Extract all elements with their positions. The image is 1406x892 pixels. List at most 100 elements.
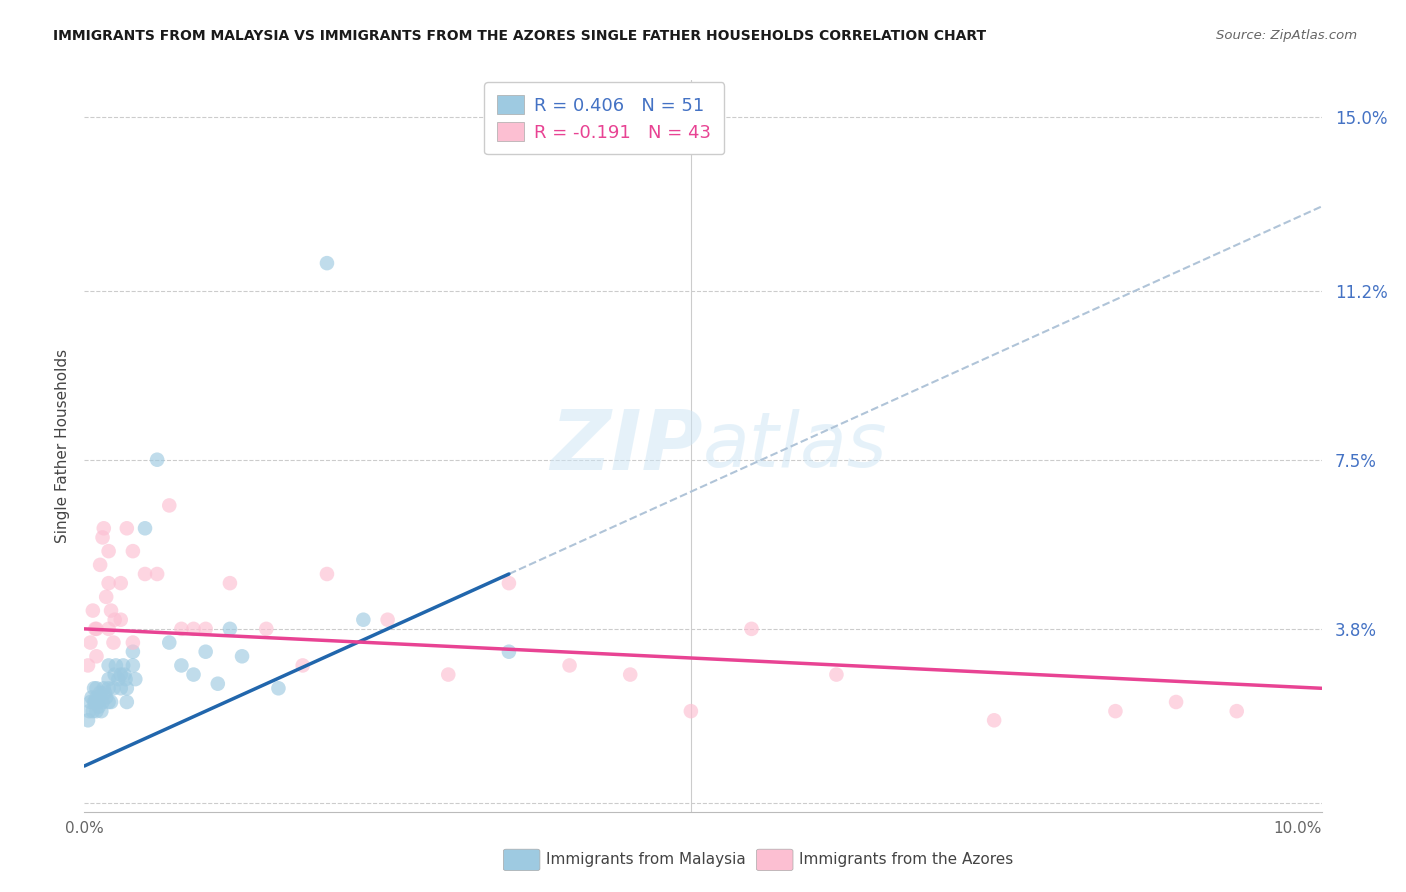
Point [86,622,108,636]
Point [87,699,110,714]
Point [498,645,520,659]
Point [219,622,242,636]
Point [86,690,108,705]
Point [1164,695,1187,709]
Point [89,558,111,572]
Point [231,649,253,664]
Point [1104,704,1126,718]
Point [97,681,120,696]
Point [437,667,460,681]
Point [103,681,125,696]
Point [122,544,145,558]
Point [80,690,103,705]
Point [110,667,132,681]
Point [77,704,100,718]
Point [107,672,129,686]
Text: Source: ZipAtlas.com: Source: ZipAtlas.com [1216,29,1357,42]
Text: IMMIGRANTS FROM MALAYSIA VS IMMIGRANTS FROM THE AZORES SINGLE FATHER HOUSEHOLDS : IMMIGRANTS FROM MALAYSIA VS IMMIGRANTS F… [53,29,987,43]
Y-axis label: Single Father Households: Single Father Households [55,349,70,543]
Point [97,658,120,673]
Text: Immigrants from Malaysia: Immigrants from Malaysia [546,853,745,867]
Point [91,530,114,544]
Point [170,622,193,636]
Point [170,658,193,673]
Point [194,645,217,659]
Point [93,681,115,696]
Point [157,635,180,649]
Point [86,649,108,664]
Point [84,622,107,636]
Point [97,695,120,709]
Point [110,613,132,627]
Point [115,681,138,696]
Point [183,667,205,681]
Point [93,521,115,535]
Legend: R = 0.406   N = 51, R = -0.191   N = 43: R = 0.406 N = 51, R = -0.191 N = 43 [484,82,724,154]
Point [316,256,339,270]
Point [97,544,120,558]
Point [96,590,118,604]
Point [194,622,217,636]
Point [89,686,111,700]
Point [79,635,101,649]
Point [207,676,229,690]
Point [619,667,641,681]
Point [114,672,136,686]
Text: atlas: atlas [703,409,887,483]
Point [100,695,122,709]
Point [825,667,848,681]
Point [377,613,399,627]
Point [291,658,314,673]
Point [146,452,169,467]
Point [112,658,135,673]
Point [110,681,132,696]
Point [679,704,702,718]
Point [94,686,117,700]
Point [84,695,107,709]
Point [183,622,205,636]
Point [122,645,145,659]
Point [90,704,112,718]
Point [97,622,120,636]
Point [83,695,105,709]
Point [97,576,120,591]
Point [115,521,138,535]
Text: Immigrants from the Azores: Immigrants from the Azores [799,853,1012,867]
Text: ZIP: ZIP [550,406,703,486]
Point [316,567,339,582]
Point [146,567,169,582]
Point [86,704,108,718]
Point [104,667,127,681]
Point [558,658,581,673]
Point [157,499,180,513]
Point [134,521,156,535]
Point [498,576,520,591]
Point [100,603,122,617]
Point [219,576,242,591]
Point [254,622,277,636]
Point [82,603,104,617]
Point [110,576,132,591]
Point [97,672,120,686]
Point [134,567,156,582]
Point [79,695,101,709]
Point [122,658,145,673]
Point [124,672,146,686]
Point [983,714,1005,728]
Point [77,714,100,728]
Point [112,667,135,681]
Point [352,613,374,627]
Point [82,704,104,718]
Point [1226,704,1249,718]
Point [104,613,127,627]
Point [96,690,118,705]
Point [77,658,100,673]
Point [741,622,763,636]
Point [115,695,138,709]
Point [122,635,145,649]
Point [86,695,108,709]
Point [104,658,127,673]
Point [267,681,290,696]
Point [103,635,125,649]
Point [83,681,105,696]
